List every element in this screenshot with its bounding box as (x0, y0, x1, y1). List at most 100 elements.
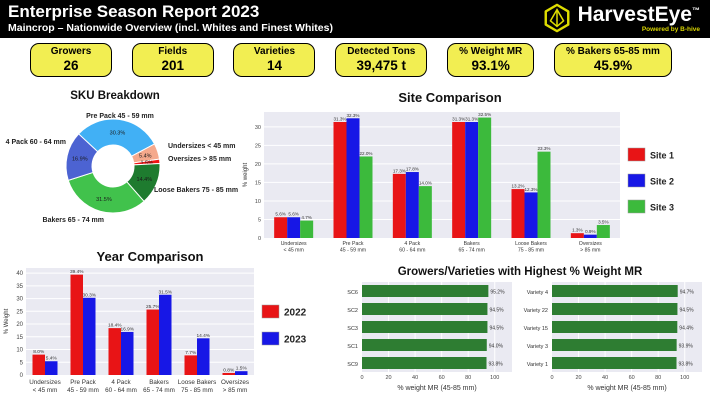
x-tick-label: 0 (360, 375, 363, 381)
kpi-label: % Bakers 65-85 mm (566, 46, 660, 57)
slice-percent-label: 16.9% (72, 157, 88, 163)
slice-category-label: Oversizes > 85 mm (168, 156, 231, 163)
y-tick-label: 10 (255, 199, 261, 205)
row-label: SC1 (347, 344, 358, 350)
slice-category-label: Undersizes < 45 mm (168, 143, 236, 150)
bar-value-label: 31.3% (452, 117, 465, 122)
slice-percent-label: 1.5% (141, 161, 154, 167)
bar-2023-cat4 (197, 338, 210, 375)
row-label: SC6 (347, 290, 358, 296)
slice-percent-label: 14.4% (137, 177, 153, 183)
legend-swatch-site-1 (627, 147, 646, 162)
y-tick-label: 25 (16, 309, 23, 315)
x-tick-label: 40 (602, 375, 608, 381)
bar-value-label: 23.3% (537, 146, 550, 151)
bar-value-label: 93.8% (679, 362, 694, 368)
kpi-label: Fields (158, 46, 188, 57)
kpi-growers: Growers 26 (30, 43, 112, 77)
bar-value-label: 13.2% (511, 184, 524, 189)
x-category-label: 75 - 85 mm (181, 387, 213, 394)
bar-value-label: 93.9% (679, 344, 694, 350)
bar-value-label: 0.8% (223, 367, 235, 373)
legend-label: Site 2 (650, 177, 674, 187)
x-axis-label: % weight MR (45-85 mm) (587, 385, 666, 392)
slice-percent-label: 30.3% (110, 130, 126, 136)
hbar-variety-3 (552, 339, 677, 351)
bar-site-1-cat4 (511, 189, 525, 238)
harvesteye-logo-icon (544, 3, 570, 33)
hbar-sc1 (362, 339, 487, 351)
x-category-label: 60 - 64 mm (399, 248, 425, 254)
kpi-value: 93.1% (471, 58, 510, 73)
bar-value-label: 32.5% (478, 112, 491, 117)
x-category-label: Pre Pack (70, 379, 96, 386)
x-category-label: Pre Pack (342, 241, 363, 247)
kpi-label: Growers (50, 46, 92, 57)
bar-2022-cat4 (184, 355, 197, 375)
slice-category-label: Loose Bakers 75 - 85 mm (154, 187, 238, 194)
slice-percent-label: 5.4% (139, 153, 152, 159)
bar-2022-cat1 (70, 274, 83, 375)
hbar-sc2 (362, 303, 488, 315)
bar-value-label: 95.2% (490, 290, 505, 296)
kpi-label: Varieties (253, 46, 296, 57)
bar-value-label: 94.4% (679, 326, 694, 332)
y-axis-label: % weight (243, 163, 249, 188)
bar-value-label: 94.5% (679, 308, 694, 314)
plot-area (264, 112, 620, 238)
x-tick-label: 100 (490, 375, 499, 381)
legend-label: Site 1 (650, 151, 674, 161)
bar-value-label: 0.9% (585, 229, 595, 234)
bar-site-1-cat1 (333, 122, 347, 238)
bar-value-label: 30.3% (82, 292, 96, 298)
bar-2023-cat2 (121, 331, 134, 375)
x-category-label: > 85 mm (580, 248, 600, 254)
bar-2022-cat3 (146, 309, 159, 375)
bar-value-label: 5.4% (46, 356, 58, 362)
y-tick-label: 35 (16, 284, 23, 290)
site-comparison-title: Site Comparison (398, 90, 502, 105)
brand-text: HarvestEye™ Powered by B-hive (578, 4, 700, 33)
x-category-label: Bakers (464, 241, 481, 247)
bar-value-label: 16.9% (120, 326, 134, 332)
x-category-label: Undersizes (29, 379, 61, 386)
bar-value-label: 94.0% (489, 344, 504, 350)
legend-swatch-site-3 (627, 199, 646, 214)
x-category-label: < 45 mm (284, 248, 304, 254)
x-tick-label: 80 (465, 375, 471, 381)
y-tick-label: 0 (20, 373, 24, 379)
header-titles: Enterprise Season Report 2023 Maincrop –… (8, 2, 333, 35)
hbar-variety-1 (552, 357, 677, 369)
hbar-variety-22 (552, 303, 678, 315)
y-tick-label: 5 (258, 217, 261, 223)
bar-2022-cat2 (108, 328, 121, 375)
x-category-label: 65 - 74 mm (143, 387, 175, 394)
donut-slice-pre-pack-45-59-mm (77, 118, 156, 157)
bar-site-2-cat4 (524, 192, 538, 238)
bar-site-3-cat4 (537, 151, 551, 238)
donut-slice-bakers-65-74-mm (67, 171, 145, 214)
bar-value-label: 17.8% (406, 167, 419, 172)
x-category-label: 45 - 59 mm (67, 387, 99, 394)
bar-value-label: 32.3% (346, 113, 359, 118)
bar-value-label: 5.6% (288, 212, 298, 217)
legend-label: Site 3 (650, 203, 674, 213)
legend-swatch-site-2 (627, 173, 646, 188)
bar-site-3-cat2 (418, 186, 432, 238)
hbar-variety-4 (552, 285, 678, 297)
row-label: Variety 22 (524, 308, 548, 314)
y-tick-label: 20 (16, 322, 23, 328)
y-tick-label: 40 (16, 271, 23, 277)
x-category-label: 65 - 74 mm (459, 248, 485, 254)
bar-value-label: 14.4% (196, 333, 210, 339)
report-title: Enterprise Season Report 2023 (8, 1, 260, 21)
hbar-sc9 (362, 357, 487, 369)
bar-value-label: 94.7% (680, 290, 695, 296)
bar-value-label: 17.3% (393, 168, 406, 173)
bar-site-3-cat3 (478, 117, 492, 238)
bar-value-label: 31.5% (158, 289, 172, 295)
kpi-bakers-65-85-mm: % Bakers 65-85 mm 45.9% (554, 43, 672, 77)
y-tick-label: 15 (255, 180, 261, 186)
x-tick-label: 80 (655, 375, 661, 381)
plot-area (26, 268, 254, 375)
